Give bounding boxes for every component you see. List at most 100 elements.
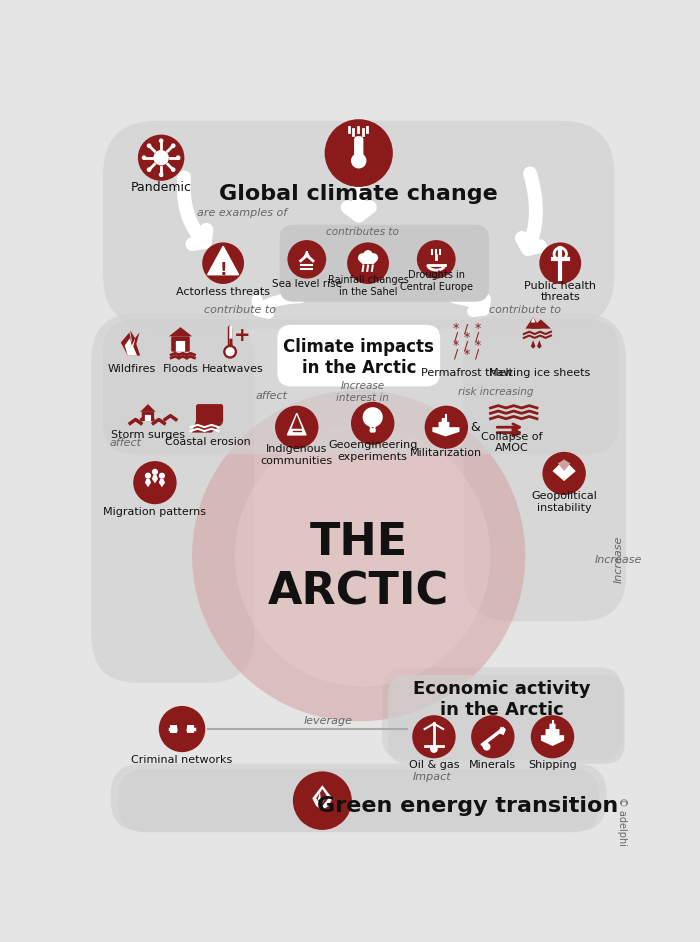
- Text: *: *: [474, 339, 480, 352]
- Polygon shape: [187, 725, 194, 733]
- Text: Impact: Impact: [413, 771, 452, 782]
- Text: !: !: [219, 261, 227, 279]
- Text: Global climate change: Global climate change: [219, 184, 498, 203]
- FancyBboxPatch shape: [118, 769, 599, 832]
- Circle shape: [159, 706, 205, 752]
- FancyBboxPatch shape: [550, 723, 556, 730]
- Circle shape: [171, 143, 176, 148]
- Circle shape: [531, 715, 574, 758]
- Circle shape: [332, 126, 386, 180]
- Circle shape: [417, 240, 456, 279]
- Circle shape: [412, 715, 456, 758]
- Polygon shape: [145, 479, 151, 487]
- Polygon shape: [526, 317, 541, 329]
- Text: © adelphi: © adelphi: [617, 797, 627, 846]
- Text: Militarization: Militarization: [410, 448, 482, 459]
- Text: Rainfall changes
in the Sahel: Rainfall changes in the Sahel: [328, 275, 408, 297]
- Circle shape: [147, 168, 151, 172]
- Text: Wildfires: Wildfires: [108, 364, 156, 374]
- Circle shape: [152, 469, 158, 475]
- Polygon shape: [192, 421, 223, 432]
- Circle shape: [369, 253, 378, 263]
- Text: /: /: [475, 331, 480, 344]
- Polygon shape: [291, 414, 302, 429]
- Circle shape: [145, 473, 151, 479]
- Ellipse shape: [192, 390, 526, 722]
- Circle shape: [363, 250, 372, 259]
- Text: *: *: [474, 322, 480, 335]
- Circle shape: [147, 143, 151, 148]
- FancyBboxPatch shape: [370, 428, 376, 432]
- Circle shape: [176, 155, 181, 160]
- Text: affect: affect: [109, 438, 141, 447]
- Text: /: /: [464, 339, 468, 352]
- Text: &: &: [470, 421, 480, 433]
- Circle shape: [153, 150, 169, 166]
- Text: Minerals: Minerals: [469, 760, 517, 771]
- Circle shape: [223, 345, 237, 359]
- Text: Green energy transition: Green energy transition: [316, 796, 618, 816]
- FancyBboxPatch shape: [382, 668, 622, 760]
- Text: Pandemic: Pandemic: [131, 181, 192, 194]
- Circle shape: [542, 452, 586, 495]
- Text: affect: affect: [256, 391, 288, 401]
- Text: Coastal erosion: Coastal erosion: [164, 437, 251, 447]
- Text: Collapse of
AMOC: Collapse of AMOC: [482, 431, 543, 453]
- Polygon shape: [288, 414, 306, 435]
- FancyBboxPatch shape: [196, 404, 223, 423]
- FancyBboxPatch shape: [389, 675, 624, 764]
- Text: Shipping: Shipping: [528, 760, 577, 771]
- FancyBboxPatch shape: [130, 344, 133, 353]
- Circle shape: [325, 120, 393, 187]
- Text: Geoengineering
experiments: Geoengineering experiments: [328, 440, 417, 462]
- Text: Indigenous
communities: Indigenous communities: [260, 444, 332, 465]
- Circle shape: [288, 240, 326, 279]
- Polygon shape: [140, 404, 155, 412]
- Circle shape: [159, 138, 163, 143]
- Text: Increase
interest in: Increase interest in: [336, 381, 389, 402]
- Circle shape: [141, 155, 146, 160]
- Text: *: *: [452, 339, 458, 352]
- Polygon shape: [318, 792, 325, 808]
- Text: Migration patterns: Migration patterns: [104, 507, 206, 517]
- Circle shape: [347, 242, 389, 284]
- FancyBboxPatch shape: [103, 319, 618, 454]
- Polygon shape: [152, 475, 158, 483]
- Circle shape: [483, 743, 491, 751]
- Circle shape: [351, 154, 367, 169]
- Text: +: +: [234, 326, 251, 345]
- Polygon shape: [159, 479, 165, 487]
- Text: are examples of: are examples of: [197, 208, 288, 219]
- Text: Economic activity
in the Arctic: Economic activity in the Arctic: [414, 680, 591, 719]
- Text: Actorless threats: Actorless threats: [176, 286, 270, 297]
- Circle shape: [539, 242, 581, 284]
- FancyBboxPatch shape: [145, 414, 151, 421]
- Polygon shape: [208, 246, 239, 275]
- FancyBboxPatch shape: [545, 729, 559, 736]
- Text: Oil & gas: Oil & gas: [409, 760, 459, 771]
- FancyBboxPatch shape: [111, 764, 607, 832]
- Text: contribute to: contribute to: [489, 305, 561, 316]
- FancyBboxPatch shape: [103, 121, 615, 329]
- Text: Climate impacts
in the Arctic: Climate impacts in the Arctic: [284, 338, 434, 377]
- Text: Increase: Increase: [613, 536, 624, 583]
- Circle shape: [138, 135, 184, 181]
- Polygon shape: [125, 338, 137, 355]
- Circle shape: [159, 473, 165, 479]
- FancyBboxPatch shape: [228, 326, 232, 349]
- Text: Public health
threats: Public health threats: [524, 281, 596, 302]
- FancyBboxPatch shape: [141, 412, 154, 421]
- Text: Heatwaves: Heatwaves: [202, 364, 264, 374]
- Text: contribute to: contribute to: [204, 305, 276, 316]
- Circle shape: [275, 406, 318, 448]
- Polygon shape: [126, 331, 136, 351]
- FancyBboxPatch shape: [463, 314, 626, 621]
- Polygon shape: [541, 735, 564, 746]
- Text: *: *: [463, 331, 470, 344]
- Polygon shape: [121, 333, 140, 355]
- FancyBboxPatch shape: [280, 225, 489, 301]
- Text: leverage: leverage: [303, 716, 352, 726]
- FancyBboxPatch shape: [439, 422, 449, 428]
- Polygon shape: [169, 327, 192, 336]
- Polygon shape: [552, 460, 575, 481]
